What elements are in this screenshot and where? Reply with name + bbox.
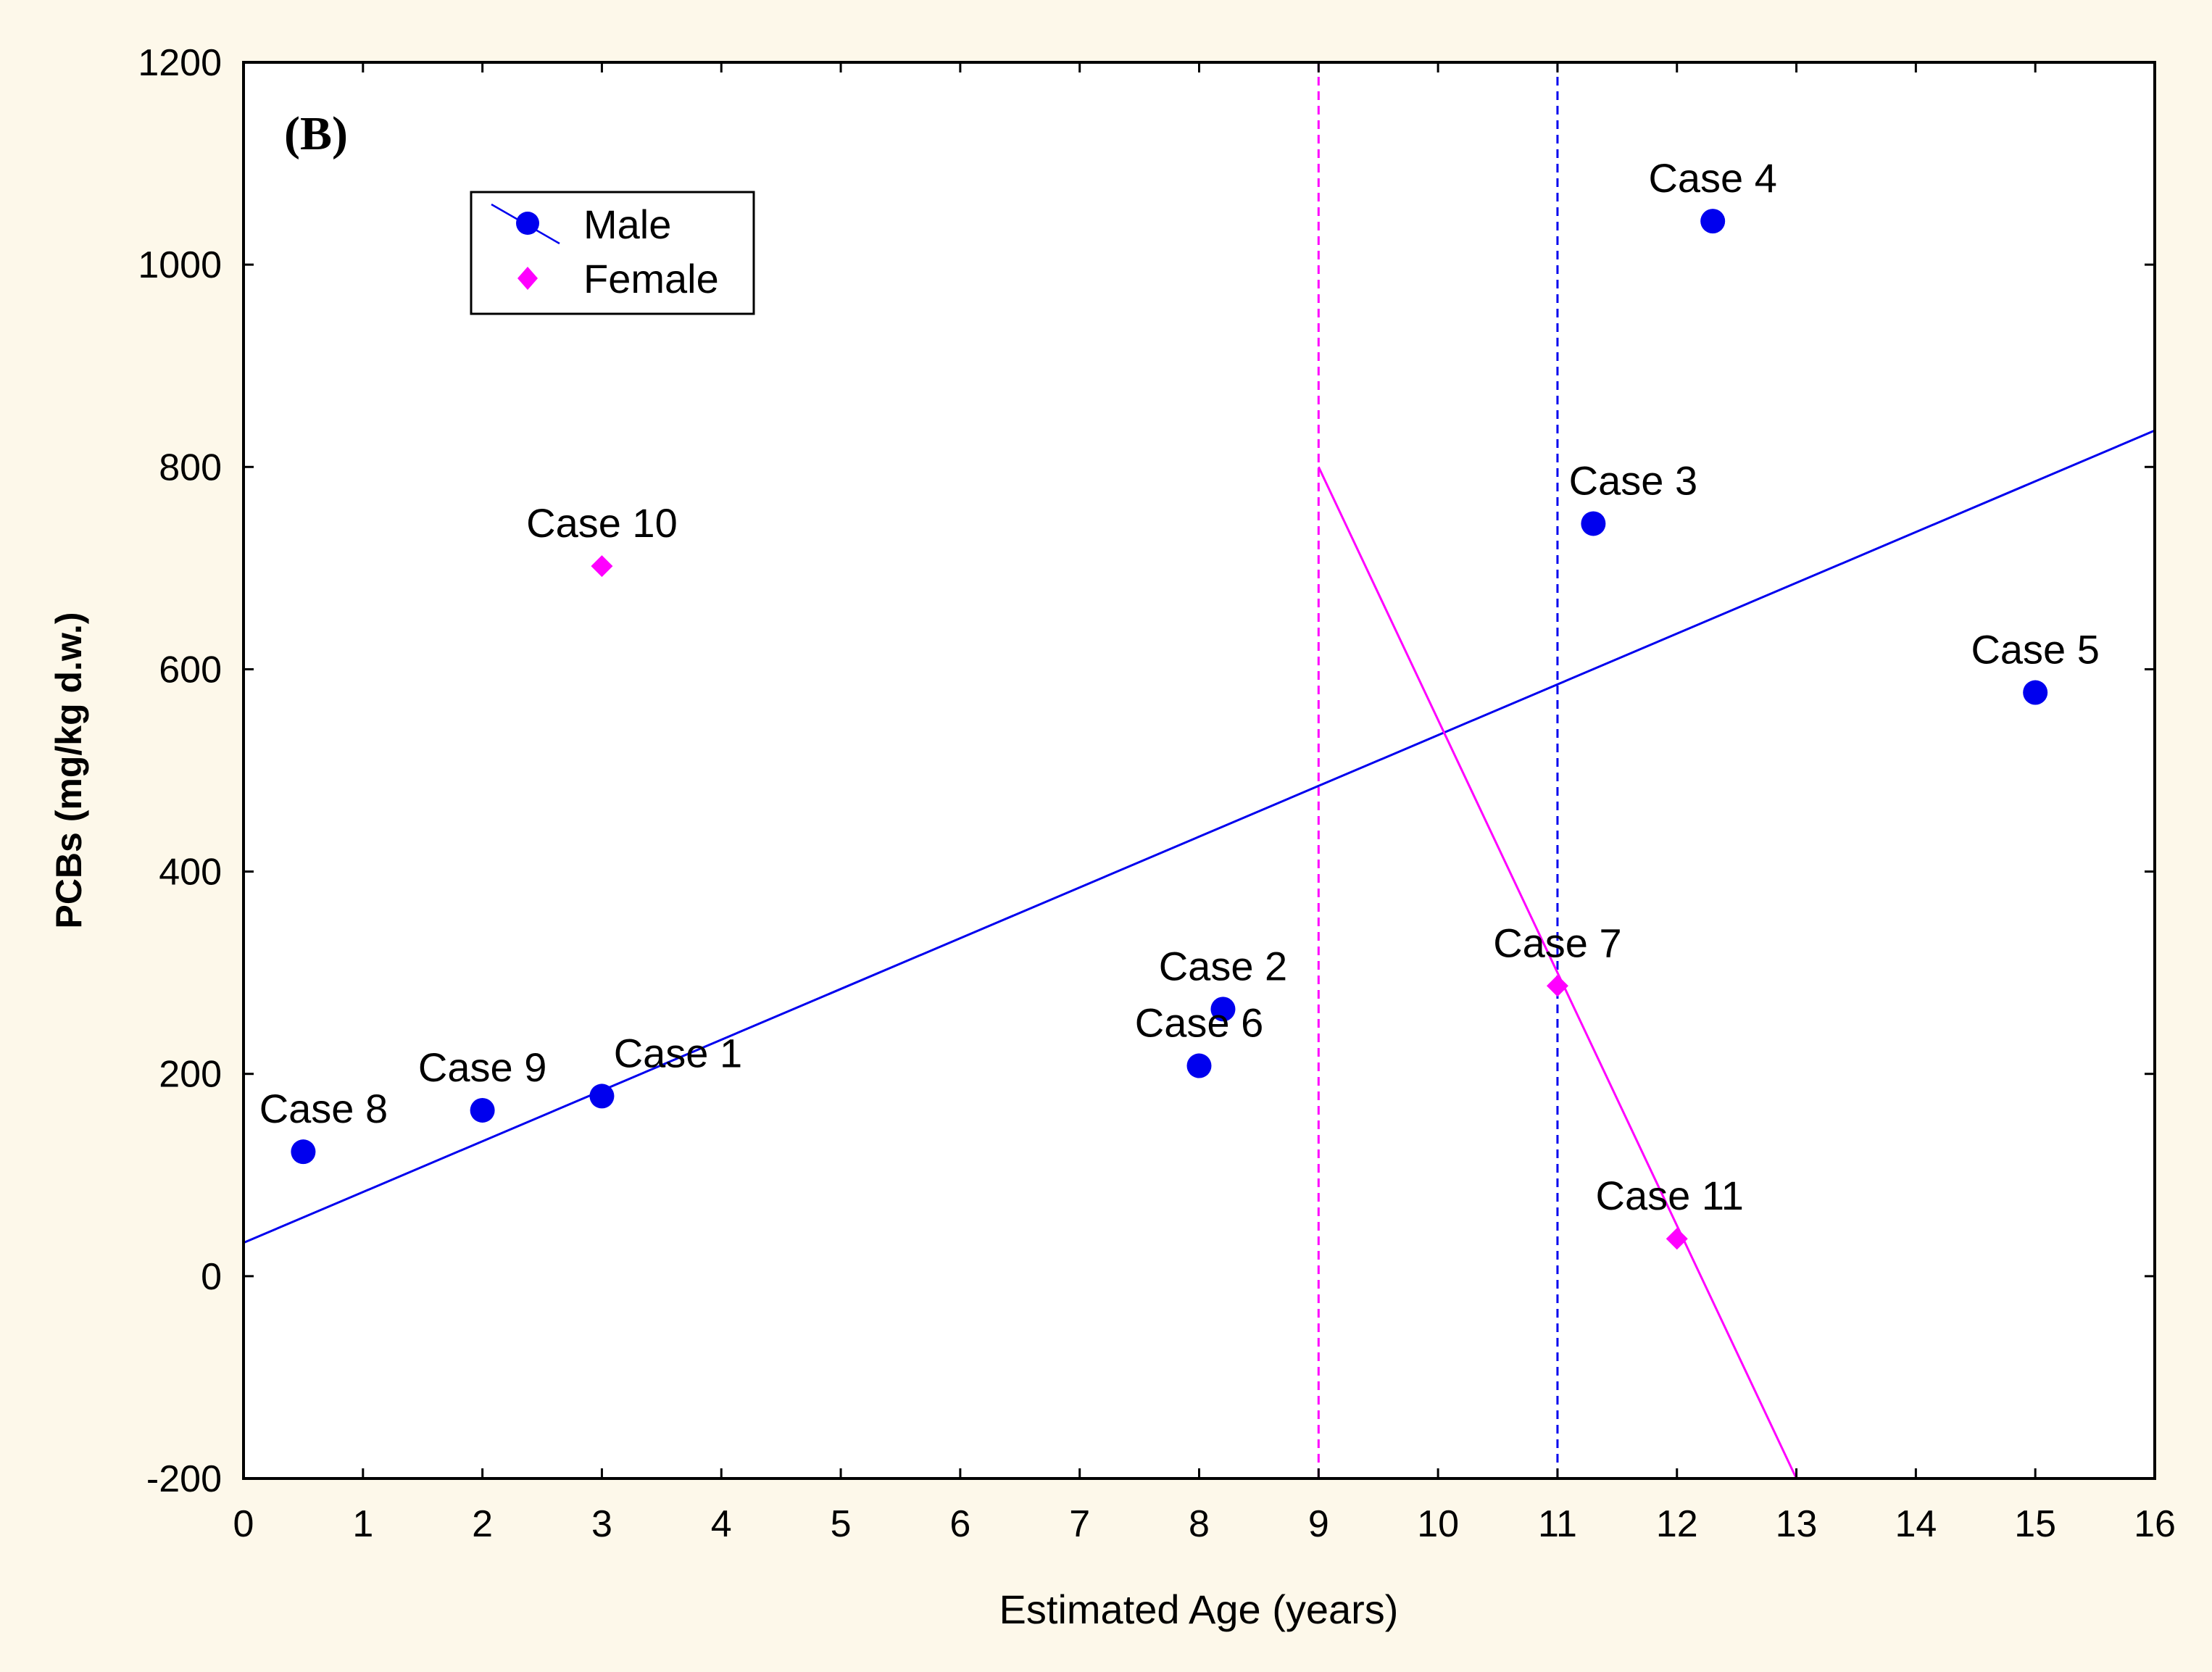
point-label: Case 10 (526, 500, 678, 546)
male-point (2023, 680, 2048, 705)
y-tick-label: 600 (159, 649, 222, 691)
y-axis-title: PCBs (mg/kg d.w.) (49, 612, 89, 928)
x-tick-label: 10 (1417, 1503, 1459, 1545)
point-label: Case 1 (614, 1030, 742, 1076)
y-tick-label: 200 (159, 1054, 222, 1096)
x-tick-label: 16 (2134, 1503, 2176, 1545)
point-label: Case 3 (1569, 457, 1697, 503)
point-label: Case 7 (1493, 920, 1621, 965)
male-point (1700, 209, 1726, 234)
y-tick-label: 800 (159, 446, 222, 488)
female-point (1546, 975, 1568, 997)
x-tick-label: 3 (591, 1503, 612, 1545)
male-point (1210, 997, 1236, 1022)
female-fit-line (1317, 466, 1797, 1479)
female-point (591, 555, 613, 578)
y-tick-label: -200 (146, 1458, 222, 1500)
panel-label: (B) (284, 107, 348, 160)
legend-female-marker (517, 267, 538, 290)
x-tick-label: 2 (472, 1503, 493, 1545)
point-label: Case 6 (1135, 1000, 1263, 1046)
x-tick-label: 14 (1895, 1503, 1937, 1545)
y-tick-label: 1200 (138, 42, 222, 84)
point-label: Case 2 (1159, 943, 1287, 989)
x-tick-label: 4 (711, 1503, 732, 1545)
point-label: Case 9 (418, 1044, 546, 1090)
y-tick-label: 400 (159, 852, 222, 894)
x-tick-label: 12 (1656, 1503, 1698, 1545)
x-tick-label: 9 (1308, 1503, 1329, 1545)
legend-male-marker (516, 212, 539, 235)
female-point (1666, 1228, 1688, 1250)
point-label: Case 5 (1971, 627, 2099, 673)
x-tick-label: 1 (352, 1503, 373, 1545)
y-tick-label: 0 (201, 1256, 222, 1298)
legend-female-label: Female (583, 256, 719, 301)
legend-box (470, 191, 755, 315)
x-tick-label: 15 (2014, 1503, 2056, 1545)
male-point (1186, 1053, 1212, 1078)
x-tick-label: 7 (1069, 1503, 1090, 1545)
x-tick-label: 13 (1776, 1503, 1818, 1545)
male-point (291, 1139, 316, 1165)
male-point (589, 1084, 615, 1109)
x-tick-label: 5 (831, 1503, 852, 1545)
male-point (470, 1097, 495, 1123)
male-point (1581, 511, 1606, 536)
x-tick-label: 8 (1189, 1503, 1210, 1545)
legend-male-label: Male (583, 201, 671, 247)
y-tick-label: 1000 (138, 244, 222, 286)
point-label: Case 11 (1596, 1173, 1744, 1218)
legend: Male Female (470, 191, 755, 315)
x-tick-label: 0 (233, 1503, 254, 1545)
point-label: Case 8 (259, 1086, 388, 1131)
male-fit-line (243, 429, 2155, 1244)
x-tick-label: 6 (949, 1503, 970, 1545)
point-label: Case 4 (1648, 155, 1776, 201)
x-axis-title: Estimated Age (years) (999, 1586, 1399, 1632)
x-tick-label: 11 (1538, 1503, 1577, 1545)
